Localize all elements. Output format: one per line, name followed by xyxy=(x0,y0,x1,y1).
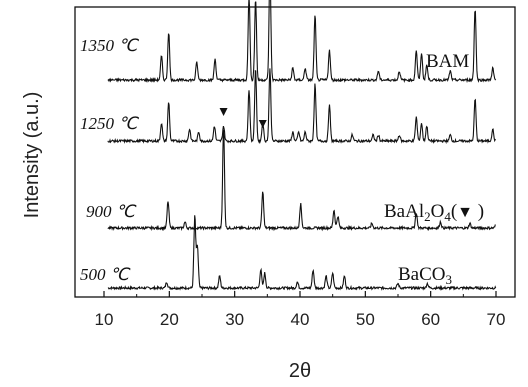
baal2o4-peak-marker xyxy=(219,108,228,116)
baal2o4-peak-marker xyxy=(258,120,267,128)
x-tick-label: 60 xyxy=(421,310,440,329)
phase-label: BaAl2O4(▼ ) xyxy=(384,201,484,224)
x-tick-label: 40 xyxy=(291,310,310,329)
x-tick-label: 50 xyxy=(356,310,375,329)
plot-area: 500 ℃ BaCO3 900 ℃ BaAl2O4(▼ ) 1250 ℃ 1350 ℃ BA… xyxy=(74,0,516,298)
trace-3 xyxy=(107,0,497,84)
plot-frame xyxy=(74,6,516,298)
trace-1 xyxy=(107,129,496,232)
phase-label: BAM xyxy=(426,51,469,72)
x-tick-label: 30 xyxy=(225,310,244,329)
series-labels: 500 ℃ BaCO3 900 ℃ BaAl2O4(▼ ) 1250 ℃ 1350 ℃ BA… xyxy=(80,36,484,287)
temperature-label: 1350 ℃ xyxy=(80,36,139,55)
diffraction-traces xyxy=(107,0,497,292)
x-axis-label: 2θ xyxy=(289,360,311,382)
temperature-label: 1250 ℃ xyxy=(80,114,139,133)
temperature-label: 500 ℃ xyxy=(80,265,131,284)
y-axis-label: Intensity (a.u.) xyxy=(21,92,43,219)
trace-0 xyxy=(107,215,497,292)
x-tick-label: 10 xyxy=(95,310,114,329)
temperature-label: 900 ℃ xyxy=(86,202,137,221)
x-axis: 10 20 30 40 50 60 70 xyxy=(95,291,506,329)
x-tick-label: 70 xyxy=(487,310,506,329)
phase-label: BaCO3 xyxy=(398,264,452,287)
phase-markers xyxy=(219,108,267,128)
x-tick-label: 20 xyxy=(160,310,179,329)
trace-2 xyxy=(107,68,497,145)
